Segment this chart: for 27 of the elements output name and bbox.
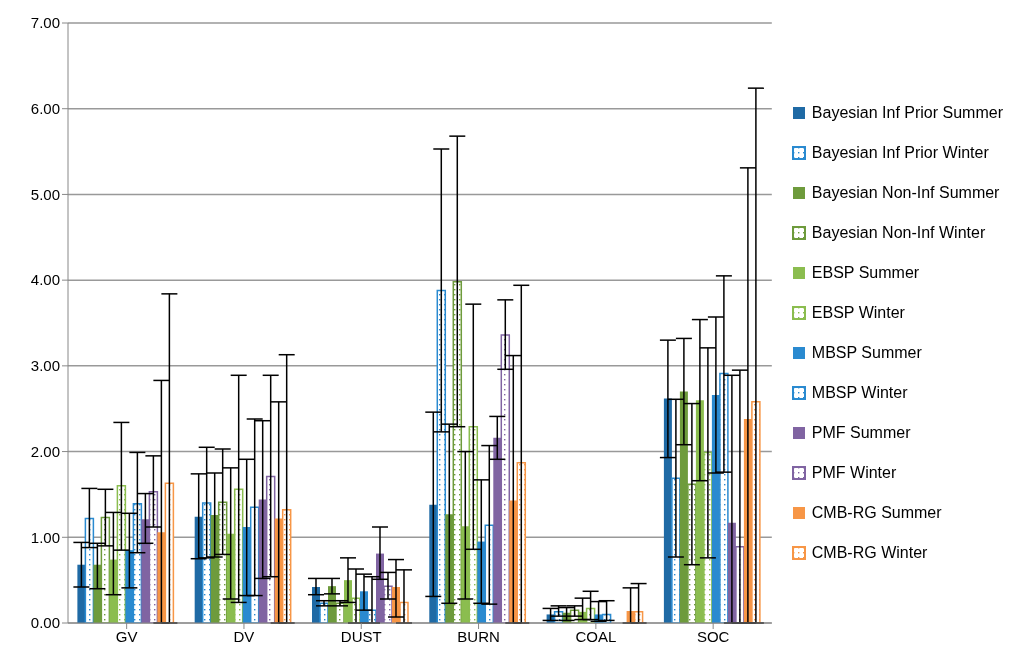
x-tick-label: DV (233, 627, 255, 645)
legend-label: CMB-RG Winter (811, 544, 928, 562)
legend-label: Bayesian Non-Inf Summer (811, 184, 1000, 202)
bar (77, 564, 86, 623)
y-tick-label: 7.00 (30, 14, 60, 32)
legend-label: EBSP Winter (811, 304, 905, 322)
legend-label: PMF Winter (811, 464, 897, 482)
y-tick-label: 1.00 (30, 528, 60, 546)
legend-label: Bayesian Non-Inf Winter (811, 224, 986, 242)
legend-label: MBSP Summer (811, 344, 922, 362)
legend-label: EBSP Summer (811, 264, 920, 282)
y-tick-label: 3.00 (30, 357, 60, 375)
y-tick-label: 5.00 (30, 185, 60, 203)
y-tick-label: 6.00 (30, 100, 60, 118)
y-tick-label: 0.00 (30, 614, 60, 632)
legend-label: Bayesian Inf Prior Winter (811, 144, 989, 162)
legend-label: MBSP Winter (811, 384, 908, 402)
y-tick-label: 4.00 (30, 271, 60, 289)
legend-label: CMB-RG Summer (811, 504, 942, 522)
x-tick-label: COAL (575, 627, 617, 645)
x-tick-label: GV (115, 627, 138, 645)
y-tick-label: 2.00 (30, 442, 60, 460)
x-tick-label: SOC (696, 627, 730, 645)
x-tick-label: BURN (457, 627, 500, 645)
legend-label: Bayesian Inf Prior Summer (811, 104, 1003, 122)
x-tick-label: DUST (340, 627, 382, 645)
legend-label: PMF Summer (811, 424, 911, 442)
